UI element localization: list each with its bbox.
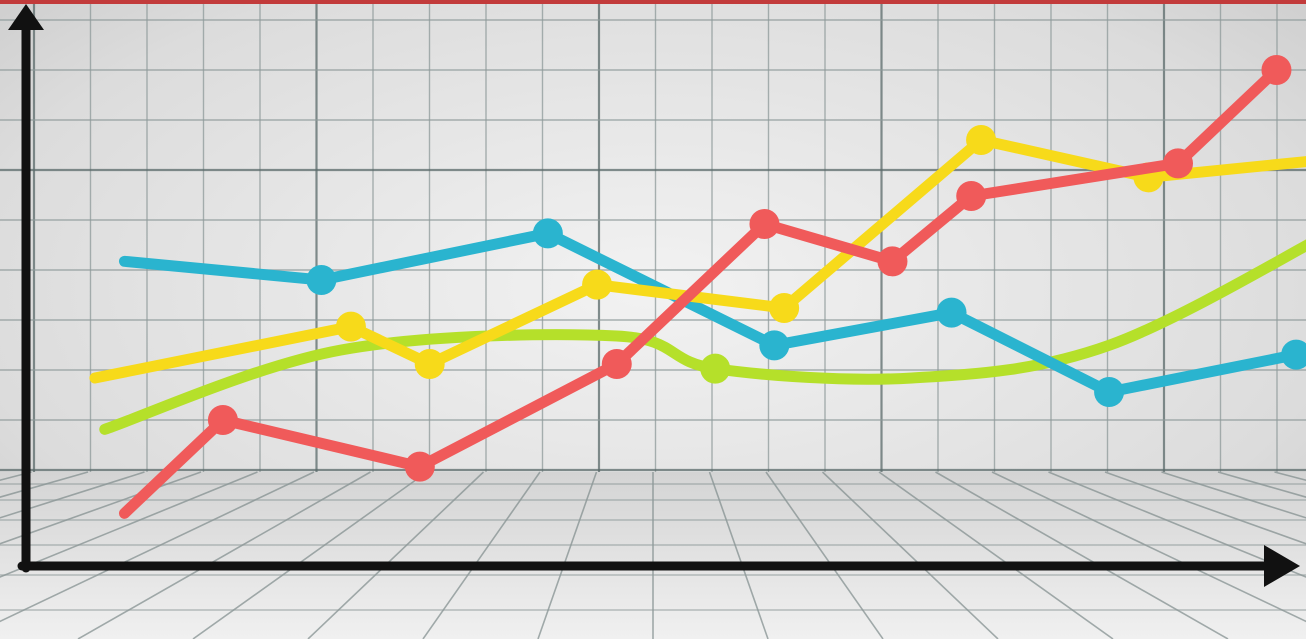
series-0-point	[1261, 55, 1292, 85]
series-1-point	[306, 265, 337, 295]
series-0-point	[207, 405, 238, 435]
top-strip	[0, 0, 1306, 4]
series-1-point	[936, 297, 967, 328]
series-1-point	[1281, 339, 1306, 370]
axes	[8, 4, 1300, 587]
series-2-point	[335, 311, 366, 342]
series-0-point	[601, 349, 632, 379]
y-axis-arrowhead	[8, 4, 44, 30]
x-axis-arrowhead	[1264, 545, 1300, 587]
series-1-point	[1094, 377, 1125, 407]
series-1-point	[759, 330, 790, 361]
series-1	[118, 218, 1306, 407]
series-3-point	[700, 353, 731, 384]
series-1-point	[532, 218, 563, 249]
series-0-point	[404, 451, 435, 482]
series-layer	[89, 55, 1306, 519]
floor-grid	[0, 471, 1306, 639]
wall-grid	[0, 4, 1306, 472]
series-0	[118, 55, 1292, 519]
series-2-point	[582, 269, 613, 300]
series-2-point	[414, 349, 445, 379]
series-0-point	[877, 246, 908, 277]
series-2-point	[966, 125, 997, 155]
series-3	[99, 239, 1306, 435]
series-2-point	[769, 293, 800, 323]
series-0-point	[1163, 148, 1193, 179]
series-0-point	[956, 181, 987, 211]
series-0-point	[749, 209, 780, 239]
